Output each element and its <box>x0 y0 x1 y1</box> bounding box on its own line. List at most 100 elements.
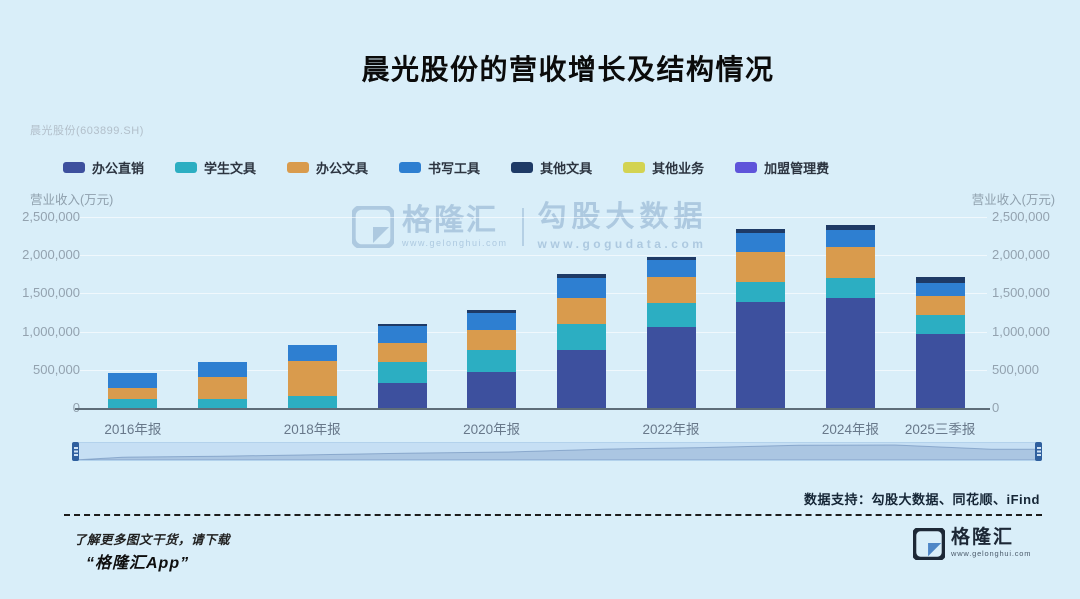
legend-swatch-icon <box>735 162 758 173</box>
watermark-product-url: www.gogudata.com <box>537 237 707 251</box>
datazoom-handle-right[interactable] <box>1035 442 1042 461</box>
bar-segment-2018年报-学生文具[interactable] <box>287 396 337 408</box>
legend-label: 其他文具 <box>540 161 593 176</box>
footer-promo-line2: “格隆汇App” <box>86 555 190 572</box>
bar-segment-2018年报-书写工具[interactable] <box>287 345 337 361</box>
bar-segment-2020年报-办公直销[interactable] <box>467 372 517 408</box>
x-axis-tick-label: 2022年报 <box>642 422 700 437</box>
bar-segment-2021年报-学生文具[interactable] <box>556 324 606 350</box>
gelonghui-logo-icon <box>913 528 945 560</box>
bar-segment-2021年报-办公文具[interactable] <box>556 298 606 324</box>
bar-segment-2022年报-其他文具[interactable] <box>646 257 696 260</box>
bar-segment-2017年报-学生文具[interactable] <box>198 399 247 408</box>
y-axis-tick-label-right: 2,000,000 <box>992 247 1050 263</box>
dashed-separator <box>64 514 1042 516</box>
legend-label: 书写工具 <box>428 161 481 176</box>
bar-segment-2023年报-办公文具[interactable] <box>736 252 786 282</box>
watermark-product-block: 勾股大数据 www.gogudata.com <box>537 201 708 251</box>
bar-segment-2025三季报-其他文具[interactable] <box>915 277 965 283</box>
bar-segment-2022年报-办公文具[interactable] <box>646 277 696 303</box>
bar-segment-2024年报-办公文具[interactable] <box>826 247 875 278</box>
footer-brand-logo: 格隆汇 www.gelonghui.com <box>913 528 1031 560</box>
datazoom-data-silhouette <box>74 444 1040 460</box>
bar-segment-2022年报-学生文具[interactable] <box>646 303 696 327</box>
y-axis-tick-label-right: 1,500,000 <box>992 285 1050 301</box>
legend-swatch-icon <box>623 162 646 173</box>
watermark: 格隆汇 www.gelonghui.com 勾股大数据 www.gogudata… <box>352 203 708 250</box>
y-axis-tick-label-left: 500,000 <box>33 361 80 377</box>
bar-segment-2019年报-学生文具[interactable] <box>377 362 427 383</box>
y-axis-tick-label-left: 2,000,000 <box>22 247 80 263</box>
bar-segment-2022年报-办公直销[interactable] <box>646 327 696 408</box>
legend-swatch-icon <box>399 162 422 173</box>
bar-segment-2025三季报-学生文具[interactable] <box>915 315 965 334</box>
bar-segment-2023年报-书写工具[interactable] <box>736 233 786 252</box>
legend-label: 其他业务 <box>652 161 705 176</box>
bar-segment-2016年报-办公文具[interactable] <box>108 388 158 399</box>
bar-segment-2025三季报-办公文具[interactable] <box>915 296 965 315</box>
bar-segment-2019年报-办公直销[interactable] <box>377 383 427 408</box>
bar-segment-2017年报-办公文具[interactable] <box>198 377 247 399</box>
legend-swatch-icon <box>287 162 310 173</box>
legend-label: 加盟管理费 <box>764 161 830 176</box>
bar-segment-2019年报-书写工具[interactable] <box>377 326 427 343</box>
bar-segment-2025三季报-办公直销[interactable] <box>915 334 965 408</box>
bar-segment-2024年报-办公直销[interactable] <box>826 298 875 408</box>
legend-item-其他业务[interactable]: 其他业务 <box>623 158 704 177</box>
y-axis-title-left: 营业收入(万元) <box>30 193 114 207</box>
legend-item-办公文具[interactable]: 办公文具 <box>287 158 368 177</box>
y-axis-tick-label-left: 2,500,000 <box>22 209 80 224</box>
bar-segment-2020年报-其他文具[interactable] <box>467 310 517 313</box>
bar-segment-2018年报-办公文具[interactable] <box>287 361 337 396</box>
x-axis-line <box>75 408 990 410</box>
bar-segment-2016年报-学生文具[interactable] <box>108 399 158 408</box>
watermark-brand-url: www.gelonghui.com <box>402 237 508 248</box>
watermark-brand-text: 格隆汇 <box>402 203 498 237</box>
bar-segment-2019年报-办公文具[interactable] <box>377 343 427 362</box>
stock-code-label: 晨光股份(603899.SH) <box>30 125 144 137</box>
x-axis-tick-label: 2016年报 <box>104 422 162 437</box>
bar-segment-2021年报-其他文具[interactable] <box>556 274 606 278</box>
watermark-divider <box>521 207 524 246</box>
bar-segment-2019年报-其他文具[interactable] <box>377 324 427 326</box>
bar-segment-2017年报-书写工具[interactable] <box>198 362 247 377</box>
bar-segment-2020年报-办公文具[interactable] <box>467 330 517 350</box>
bar-segment-2025三季报-书写工具[interactable] <box>915 283 965 296</box>
bar-segment-2020年报-学生文具[interactable] <box>467 350 517 372</box>
bar-segment-2023年报-办公直销[interactable] <box>736 302 786 408</box>
legend-item-书写工具[interactable]: 书写工具 <box>399 158 480 177</box>
y-axis-tick-label-left: 0 <box>72 400 80 415</box>
gelonghui-logo-icon <box>352 205 394 248</box>
legend-item-办公直销[interactable]: 办公直销 <box>63 158 144 177</box>
bar-segment-2024年报-学生文具[interactable] <box>826 278 875 298</box>
bar-segment-2024年报-其他文具[interactable] <box>826 225 875 230</box>
data-support-credit: 数据支持：勾股大数据、同花顺、iFind <box>803 492 1040 507</box>
legend-label: 办公直销 <box>92 161 145 176</box>
page-title: 晨光股份的营收增长及结构情况 <box>361 54 775 85</box>
bar-segment-2021年报-书写工具[interactable] <box>556 278 606 298</box>
x-axis-tick-label: 2025三季报 <box>904 422 976 437</box>
legend-item-其他文具[interactable]: 其他文具 <box>511 158 592 177</box>
chart-legend: 办公直销 学生文具 办公文具 书写工具 其他文具 其他业务 加盟管理费 <box>63 158 829 177</box>
x-axis-tick-label: 2018年报 <box>283 422 341 437</box>
datazoom-handle-left[interactable] <box>72 442 79 461</box>
y-axis-tick-label-right: 1,000,000 <box>992 323 1050 339</box>
bar-segment-2024年报-书写工具[interactable] <box>826 230 875 247</box>
bar-segment-2023年报-学生文具[interactable] <box>736 282 786 302</box>
bar-segment-2020年报-书写工具[interactable] <box>467 313 517 330</box>
watermark-product-text: 勾股大数据 <box>537 201 708 233</box>
legend-item-学生文具[interactable]: 学生文具 <box>175 158 256 177</box>
y-axis-title-right: 营业收入(万元) <box>971 193 1055 207</box>
x-axis-tick-label: 2020年报 <box>463 422 521 437</box>
y-axis-tick-label-left: 1,000,000 <box>22 323 80 339</box>
bar-segment-2022年报-书写工具[interactable] <box>646 260 696 277</box>
legend-label: 办公文具 <box>316 161 369 176</box>
bar-segment-2023年报-其他文具[interactable] <box>736 229 786 233</box>
legend-label: 学生文具 <box>204 161 257 176</box>
bar-segment-2016年报-书写工具[interactable] <box>108 373 158 388</box>
legend-item-加盟管理费[interactable]: 加盟管理费 <box>735 158 829 177</box>
legend-swatch-icon <box>63 162 85 173</box>
bar-segment-2021年报-办公直销[interactable] <box>556 350 606 408</box>
datazoom-slider-track[interactable] <box>72 442 1042 461</box>
